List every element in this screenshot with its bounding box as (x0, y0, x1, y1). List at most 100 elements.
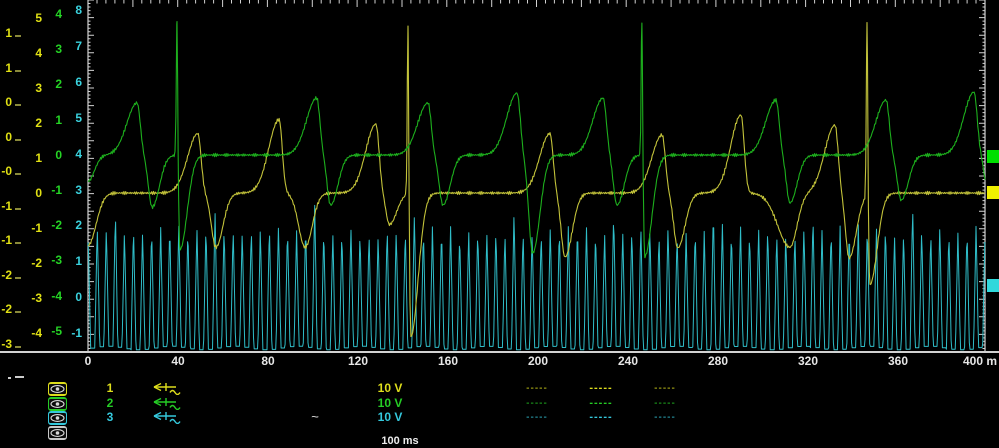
channel-row: 3 ~10 V ----- ----- ----- (0, 409, 999, 425)
x-axis-label: 80 (261, 354, 275, 368)
splitter-handle[interactable] (15, 376, 24, 378)
live-value: ----- (589, 411, 613, 423)
y-axis-partial-tick (15, 35, 21, 37)
y-axis-partial-label: 1 (5, 60, 12, 75)
ch2-offset-marker[interactable] (987, 150, 999, 163)
probe-arrow-icon[interactable] (146, 411, 182, 424)
y-axis-ch3-label: 8 (75, 3, 82, 17)
y-axis-ch3-label: 3 (75, 182, 82, 197)
x-axis-label: 0 (84, 354, 92, 368)
channel-number: 3 (106, 410, 114, 424)
x-axis-label: 280 (707, 354, 729, 368)
visibility-toggle[interactable] (48, 426, 67, 440)
live-value: ----- (589, 397, 613, 409)
x-axis-label: 360 (887, 354, 909, 368)
y-axis-partial-label: 0 (5, 95, 12, 109)
range-selector[interactable]: 10 V (377, 381, 403, 395)
y-axis-partial-tick (15, 311, 21, 313)
range-selector[interactable]: 10 V (377, 410, 403, 424)
measurement-table: Profile MinLiveMax Cursor 1Cursor 2Delta… (0, 362, 999, 448)
timebase-label[interactable]: 100 ms (381, 435, 419, 447)
y-axis-partial-tick (15, 345, 21, 348)
visibility-toggle[interactable] (48, 382, 67, 396)
channel-row (0, 426, 999, 440)
y-axis-partial-tick (15, 138, 21, 141)
trace-ch2 (87, 20, 986, 259)
y-axis-ch1-label: -2 (31, 256, 42, 270)
y-axis-ch1-label: 3 (35, 81, 42, 95)
ch3-offset-marker[interactable] (987, 279, 999, 292)
y-axis-ch2-label: -3 (51, 253, 62, 268)
trace-ch1 (87, 21, 986, 338)
y-axis-partial-label: -0 (1, 164, 12, 178)
y-axis-ch3-label: 0 (75, 290, 82, 305)
probe-arrow-icon[interactable] (146, 382, 182, 395)
y-axis-partial-tick (15, 207, 21, 210)
visibility-toggle[interactable] (48, 397, 67, 411)
top-tick-marks (87, 0, 986, 7)
scope-canvas[interactable] (84, 0, 989, 352)
splitter-dot (8, 377, 11, 379)
channel-number: 2 (106, 396, 114, 410)
y-axis-ch1-label: 0 (35, 186, 42, 200)
y-axis-partial-tick (15, 69, 21, 72)
waveform-display[interactable]: 1 1 0 0 -0 -1 -1 -2 -2 -3 5 4 3 2 1 0 -1 -2 -3 -4 4 3 2 1 0 -1-… (0, 0, 999, 352)
y-axis-ch2-label: -4 (51, 288, 62, 303)
y-axis-partial-label: -2 (1, 302, 12, 316)
visibility-toggle[interactable] (48, 411, 67, 425)
y-axis-ch2-label: 2 (55, 77, 62, 92)
y-axis-partial-label: 0 (5, 129, 12, 144)
x-axis-label: 160 (437, 354, 459, 368)
channel-row: 2 10 V ----- ----- ----- (0, 396, 999, 411)
x-axis-label: 320 (797, 354, 819, 368)
y-axis-ch1-label: 5 (35, 11, 42, 25)
y-axis-ch2-label: 3 (55, 42, 62, 57)
y-axis-partial-tick (15, 276, 21, 279)
y-axis-ch3-label: 4 (75, 146, 82, 161)
y-axis-partial-tick (15, 173, 21, 175)
y-axis-partial-label: 1 (5, 26, 12, 40)
channel-row: 1 10 V ----- ----- ----- (0, 381, 999, 396)
min-value: ----- (526, 383, 548, 394)
live-value: ----- (589, 382, 613, 394)
min-value: ----- (526, 412, 548, 423)
trace-ch3 (87, 204, 986, 351)
eye-icon (50, 400, 65, 408)
y-axis-ch2-label: -1 (51, 183, 62, 197)
y-axis-ch3-label: 7 (75, 38, 82, 53)
x-axis-label: 40 (171, 354, 185, 368)
y-axis-ch1-label: -3 (31, 291, 42, 305)
y-axis-ch1-label: 1 (35, 151, 42, 165)
y-axis-ch2-label: 0 (55, 147, 62, 162)
min-value: ----- (526, 398, 548, 409)
y-axis-ch2-label: -2 (51, 218, 62, 233)
y-axis-ch2-label: 1 (55, 112, 62, 127)
y-axis-ch2-label: 4 (55, 7, 62, 21)
x-axis-label: 240 (617, 354, 639, 368)
eye-icon (50, 429, 65, 437)
y-axis-ch3-label: 2 (75, 218, 82, 233)
x-axis-line (0, 351, 999, 353)
probe-arrow-icon[interactable] (146, 397, 182, 410)
y-axis-ch1-label: -1 (31, 221, 42, 235)
eye-icon (50, 414, 65, 422)
y-axis-partial-label: -2 (1, 267, 12, 282)
ch1-offset-marker[interactable] (987, 186, 999, 199)
y-axis-partial-label: -3 (1, 336, 12, 351)
y-axis-partial-tick (15, 104, 21, 106)
x-axis-label: 400 m (962, 354, 997, 368)
y-axis-ch1-label: 2 (35, 116, 42, 130)
y-axis-ch3-label: 6 (75, 74, 82, 89)
y-axis-ch1-label: -4 (31, 326, 42, 340)
y-axis-ch1-label: 4 (35, 46, 42, 60)
y-axis-partial-tick (15, 242, 21, 244)
y-axis-ch3-label: 1 (75, 254, 82, 269)
range-selector[interactable]: 10 V (377, 396, 403, 410)
x-axis-label: 200 (527, 354, 549, 368)
max-value: ----- (654, 398, 676, 409)
ac-coupling-indicator: ~ (311, 409, 319, 424)
eye-icon (50, 385, 65, 393)
y-axis-partial-label: -1 (1, 233, 12, 247)
channel-number: 1 (106, 381, 114, 395)
